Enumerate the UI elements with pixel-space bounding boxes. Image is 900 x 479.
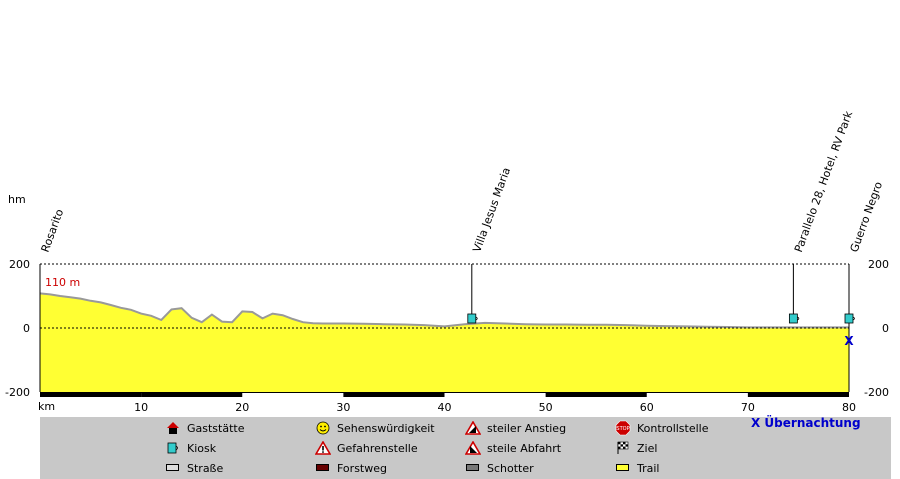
stop-icon: STOP [615,420,631,436]
legend-item: Schotter [465,459,534,477]
smiley-icon [315,421,331,435]
legend-item: steiler Anstieg [465,419,566,437]
x-tick-label: 60 [640,401,654,414]
steep-descent-icon [465,441,481,455]
legend-item: steile Abfahrt [465,439,561,457]
waypoints: Rosarito Villa Jesus Maria Parallelo 28, H… [39,109,886,348]
warning-icon [315,441,331,455]
road-swatch [165,461,181,475]
legend-item: Gefahrenstelle [315,439,418,457]
overnight-legend: X Übernachtung [751,416,861,430]
elevation-label: 110 m [45,276,81,289]
legend-item: Ziel [615,439,657,457]
forest-road-swatch [315,461,331,475]
x-tick-label: 80 [842,401,856,414]
y-tick-label-right: 0 [882,322,889,335]
elevation-line [39,292,849,329]
surface-segment [747,393,849,397]
legend-item: Sehenswürdigkeit [315,419,435,437]
legend-item-label: Kiosk [187,441,217,455]
kiosk-icon [165,441,181,455]
x-tick-label: 40 [438,401,452,414]
y-tick-label-right: -200 [864,386,889,399]
waypoint-label: Parallelo 28, Hotel, RV Park [792,109,855,254]
legend: Gaststätte Sehenswürdigkeit steiler Anstie… [40,417,891,479]
y-tick-label: 0 [23,322,30,335]
waypoint-label: Rosarito [39,207,67,254]
x-axis-unit: km [38,400,56,413]
x-axis: 10 20 30 40 50 60 70 80 [134,401,856,414]
surface-segment [141,393,243,397]
kiosk-icon-handle [475,316,478,321]
kiosk-icon [844,313,855,324]
surface-segment [545,393,647,397]
plot-area [39,263,850,397]
waypoint-label: Villa Jesus Maria [470,166,513,254]
x-tick-label: 50 [539,401,553,414]
elevation-area [40,293,849,392]
surface-segment [40,393,142,397]
legend-item-label: Forstweg [337,461,387,475]
y-axis-unit: hm [8,193,26,206]
legend-item-label: steile Abfahrt [487,441,562,455]
legend-item-label: Kontrollstelle [637,421,709,435]
legend-item-label: steiler Anstieg [487,421,567,435]
overnight-marker: X [844,334,854,348]
legend-item-label: Sehenswürdigkeit [337,421,435,435]
legend-item: STOP Kontrollstelle [615,419,709,437]
y-tick-label: -200 [5,386,30,399]
kiosk-icon-handle [797,316,800,321]
x-tick-label: 20 [235,401,249,414]
legend-item-label: Trail [637,461,660,475]
trail-swatch [615,461,631,475]
svg-text:STOP: STOP [616,426,629,432]
kiosk-icon-body [467,313,477,324]
y-tick-label: 200 [9,258,30,271]
x-tick-label: 70 [741,401,755,414]
steep-climb-icon [465,421,481,435]
legend-item-label: Ziel [637,441,658,455]
legend-item: Forstweg [315,459,387,477]
x-tick-label: 30 [336,401,350,414]
x-tick-label: 10 [134,401,148,414]
kiosk-icon-body [788,313,798,324]
legend-item-label: Schotter [487,461,534,475]
kiosk-icon [467,313,478,324]
surface-segment [343,393,445,397]
kiosk-icon [788,313,800,324]
house-icon [165,421,181,435]
legend-item-label: Straße [187,461,224,475]
kiosk-icon-body [844,313,854,324]
kiosk-icon-handle [852,316,855,321]
legend-item: Trail [615,459,659,477]
legend-item-label: Gefahrenstelle [337,441,418,455]
finish-flag-icon [615,441,631,455]
legend-item: Straße [165,459,223,477]
gravel-swatch [465,461,481,475]
legend-item-label: Gaststätte [187,421,245,435]
legend-item: Gaststätte [165,419,245,437]
legend-item: Kiosk [165,439,216,457]
waypoint-label: Guerro Negro [848,180,886,254]
y-tick-label-right: 200 [868,258,889,271]
y-axis: 200 200 0 0 -200 -200 [5,258,889,399]
